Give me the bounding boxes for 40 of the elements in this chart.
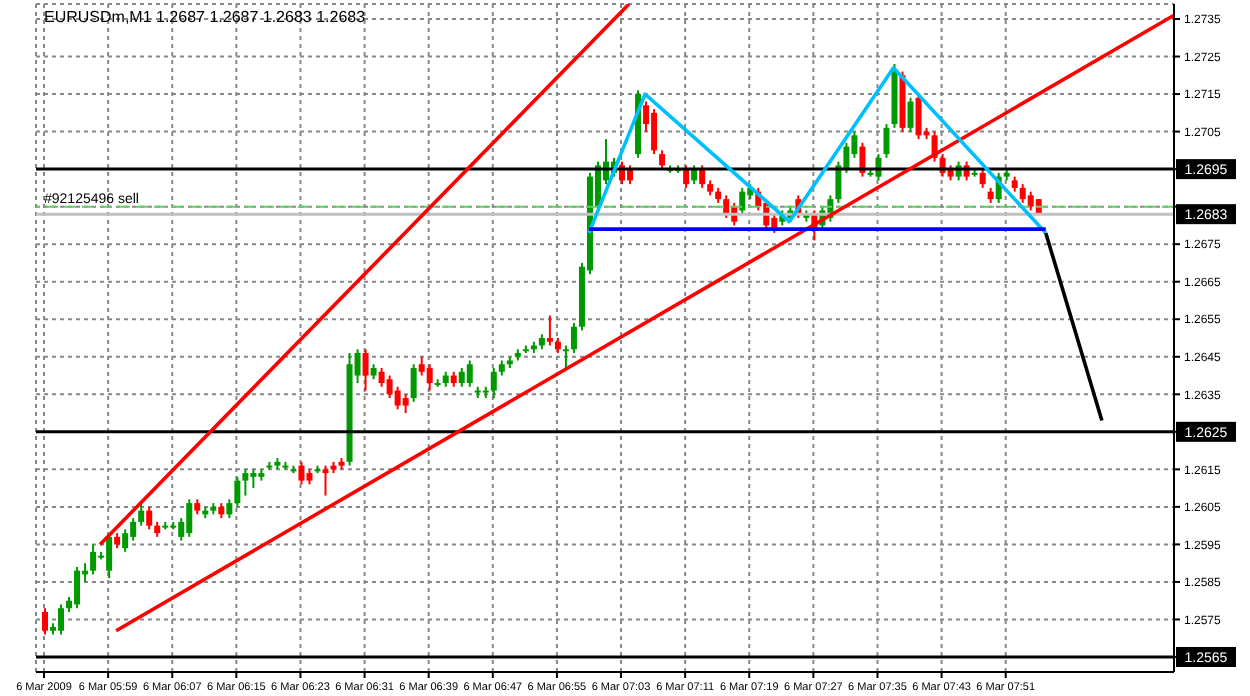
candlestick [146, 505, 153, 531]
candlestick [186, 498, 193, 538]
candlestick [58, 603, 65, 636]
candlestick [402, 393, 409, 415]
candlestick [907, 96, 914, 133]
candlestick [138, 502, 145, 527]
candlestick [226, 498, 233, 520]
candlestick [723, 194, 730, 219]
candlestick [562, 344, 569, 370]
candlestick [458, 367, 465, 388]
candlestick [130, 517, 137, 542]
candlestick [362, 348, 369, 392]
chart-title: EURUSDm,M1 1.2687 1.2687 1.2683 1.2683 [44, 8, 366, 26]
candlestick [122, 528, 129, 553]
candlestick [651, 108, 658, 156]
candlestick [298, 460, 305, 486]
candlestick [378, 367, 385, 388]
candlestick [74, 565, 81, 610]
line-series [587, 66, 1048, 235]
candlestick [242, 468, 249, 497]
candlestick [394, 385, 401, 411]
candlestick [739, 186, 746, 216]
candlestick [90, 543, 97, 576]
candlestick [883, 123, 890, 159]
candlestick [42, 607, 49, 636]
candlestick [386, 374, 393, 400]
candlestick [418, 355, 425, 377]
candlestick [322, 464, 329, 497]
candlestick [546, 314, 553, 347]
candlestick [979, 168, 986, 189]
candlestick [570, 321, 577, 355]
candlestick [1027, 190, 1034, 212]
candlestick [426, 363, 433, 392]
candlestick [250, 468, 257, 490]
candlestick [234, 475, 241, 508]
candlestick [490, 367, 497, 400]
candlestick [410, 363, 417, 403]
candlestick [659, 149, 666, 171]
candlestick [466, 359, 473, 388]
candlestick [1019, 183, 1026, 204]
